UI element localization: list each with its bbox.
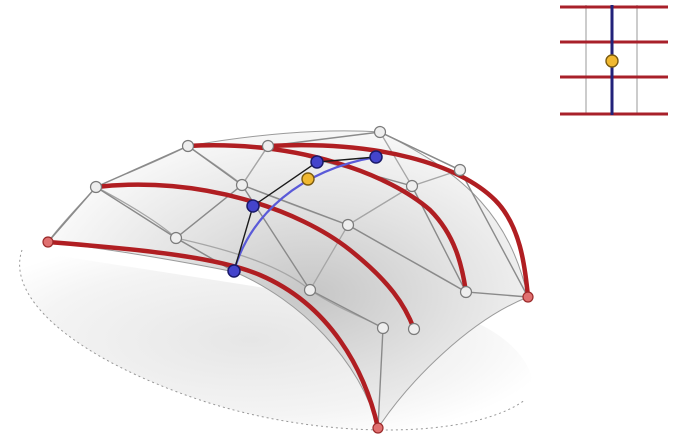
control-point-icon (376, 321, 390, 335)
control-points (89, 125, 473, 336)
control-point-icon (303, 283, 317, 297)
control-point-icon (341, 218, 355, 232)
control-point-icon (372, 422, 384, 434)
boundary-curve-1 (45, 239, 381, 431)
control-point-icon (89, 180, 103, 194)
boundary-points (42, 236, 534, 434)
edit-handle-icon (246, 199, 260, 213)
control-point-icon (261, 139, 275, 153)
edit-polygon (233, 156, 377, 272)
edit-handle-icon (227, 264, 241, 278)
control-point-icon (235, 178, 249, 192)
active-point-icon (605, 54, 619, 68)
control-point-icon (453, 163, 467, 177)
edited-isocurve (232, 155, 377, 272)
control-point-icon (42, 236, 54, 248)
control-point-icon (373, 125, 387, 139)
control-point-icon (405, 179, 419, 193)
edit-handles (227, 150, 383, 278)
control-point-icon (459, 285, 473, 299)
boundary-curve-2 (93, 182, 417, 332)
boundary-curve-4 (265, 142, 531, 300)
edit-handle-icon (310, 155, 324, 169)
control-point-icon (407, 322, 421, 336)
control-point-icon (522, 291, 534, 303)
edit-handle-icon (369, 150, 383, 164)
control-point-icon (169, 231, 183, 245)
control-point-icon (181, 139, 195, 153)
parameter-domain-icon (560, 5, 668, 116)
active-point-icon (301, 172, 315, 186)
